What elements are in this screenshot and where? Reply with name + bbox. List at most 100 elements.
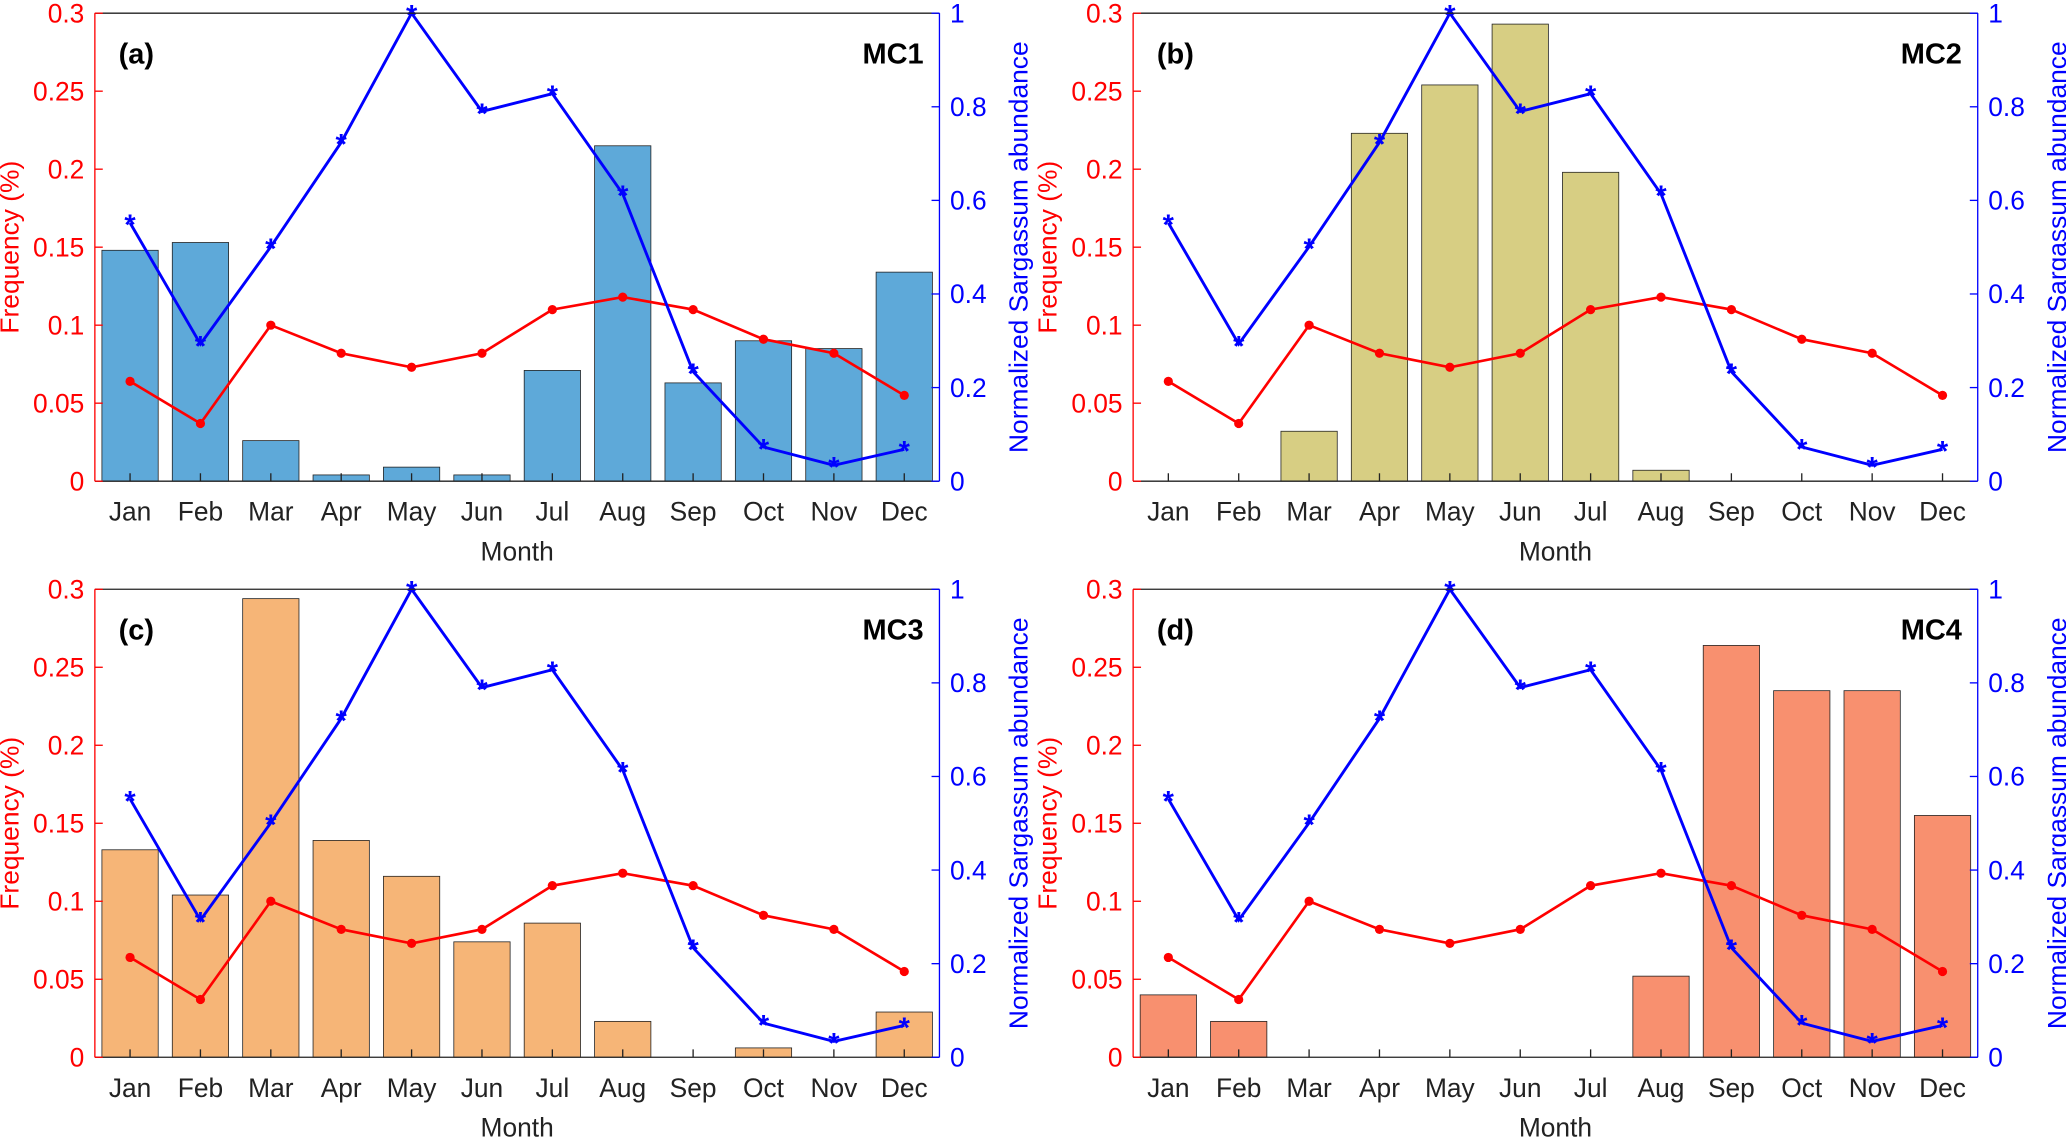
- right-tick-label: 0: [950, 466, 965, 496]
- abundance-point-Sep: *: [687, 935, 699, 967]
- left-tick-label: 0.1: [1086, 310, 1123, 340]
- left-tick-label: 0.2: [48, 730, 85, 760]
- panel-title: MC1: [862, 38, 923, 70]
- frequency-point-Aug: [618, 868, 628, 878]
- x-tick-label: Dec: [881, 1073, 928, 1103]
- left-tick-label: 0.25: [1071, 76, 1122, 106]
- frequency-point-Jul: [547, 881, 557, 891]
- panel-label: (a): [119, 38, 154, 70]
- right-tick-label: 0.6: [950, 186, 987, 216]
- abundance-point-Feb: *: [1233, 331, 1245, 363]
- frequency-point-Jun: [1515, 348, 1525, 358]
- x-tick-label: May: [1425, 497, 1476, 527]
- frequency-point-Oct: [1797, 910, 1807, 920]
- right-tick-label: 0.4: [1988, 279, 2025, 309]
- right-tick-label: 0.4: [950, 855, 987, 885]
- abundance-point-Jan: *: [1163, 786, 1175, 818]
- left-tick-label: 0.2: [1086, 730, 1123, 760]
- right-tick-label: 0.2: [950, 949, 987, 979]
- abundance-point-Mar: *: [1303, 234, 1315, 266]
- right-tick-label: 0.2: [950, 373, 987, 403]
- frequency-point-Apr: [1374, 924, 1385, 934]
- bar-Sep: [1702, 645, 1760, 1058]
- x-tick-label: May: [387, 497, 438, 527]
- abundance-point-Jun: *: [1515, 674, 1527, 706]
- abundance-point-Mar: *: [265, 810, 277, 842]
- x-tick-label: Jun: [1499, 1073, 1541, 1103]
- left-tick-label: 0: [70, 466, 85, 496]
- right-tick-label: 0.8: [1988, 668, 2025, 698]
- x-tick-label: Feb: [1216, 1073, 1261, 1103]
- abundance-line: [128, 10, 905, 467]
- bar-Sep: [664, 382, 722, 482]
- right-tick-label: 0.2: [1988, 373, 2025, 403]
- frequency-line: [129, 295, 905, 426]
- frequency-line: [1167, 871, 1944, 1002]
- x-tick-label: Mar: [1286, 497, 1332, 527]
- left-tick-label: 0.3: [1086, 0, 1123, 28]
- bar-May: [1421, 84, 1479, 482]
- abundance-point-Oct: *: [1796, 434, 1808, 466]
- bar-Aug: [1632, 975, 1690, 1058]
- right-axis-label: Normalized Sargassum abundance: [2042, 617, 2066, 1029]
- frequency-point-Jul: [1586, 881, 1596, 891]
- abundance-point-Dec: *: [899, 1012, 911, 1044]
- frequency-point-Aug: [1656, 292, 1666, 302]
- frequency-point-Feb: [195, 418, 206, 429]
- abundance-point-Feb: *: [1233, 907, 1245, 939]
- panel-title: MC2: [1901, 38, 1962, 70]
- right-tick-label: 0.6: [1988, 762, 2025, 792]
- x-tick-label: Sep: [670, 497, 717, 527]
- frequency-point-Jan: [125, 376, 135, 386]
- frequency-point-Sep: [688, 304, 698, 315]
- abundance-point-Dec: *: [1937, 436, 1949, 468]
- frequency-point-Apr: [336, 348, 346, 358]
- left-tick-label: 0.25: [1071, 652, 1122, 682]
- frequency-point-Jun: [477, 924, 487, 934]
- frequency-point-Aug: [1656, 868, 1666, 878]
- x-tick-label: Sep: [1708, 497, 1755, 527]
- left-axis-label: Frequency (%): [0, 737, 24, 910]
- abundance-point-Nov: *: [1867, 1028, 1879, 1060]
- bar-Mar: [1280, 430, 1338, 482]
- bar-Apr: [312, 840, 370, 1058]
- frequency-point-Jun: [1515, 924, 1525, 934]
- right-tick-label: 0.8: [950, 92, 987, 122]
- x-tick-label: Jan: [1147, 497, 1189, 527]
- abundance-point-Sep: *: [1726, 359, 1738, 391]
- x-axis-label: Month: [1519, 536, 1592, 566]
- x-axis-label: Month: [481, 1112, 554, 1139]
- frequency-point-Feb: [1234, 418, 1244, 429]
- left-axis-label: Frequency (%): [1033, 737, 1063, 910]
- abundance-line: [1167, 10, 1943, 467]
- x-tick-label: Aug: [1638, 497, 1685, 527]
- x-tick-label: Dec: [881, 497, 928, 527]
- frequency-point-Mar: [1304, 896, 1314, 906]
- left-tick-label: 0.25: [33, 652, 84, 682]
- abundance-point-Aug: *: [1655, 757, 1667, 789]
- frequency-point-Dec: [899, 966, 909, 977]
- abundance-point-May: *: [406, 0, 418, 32]
- right-tick-label: 0.8: [1988, 92, 2025, 122]
- x-tick-label: Jun: [1499, 497, 1541, 527]
- abundance-point-Oct: *: [1796, 1010, 1808, 1042]
- abundance-point-Feb: *: [195, 907, 207, 939]
- frequency-point-Nov: [1867, 348, 1877, 358]
- x-tick-label: Oct: [743, 1073, 785, 1103]
- abundance-point-Jul: *: [547, 657, 559, 689]
- left-tick-label: 0.05: [1071, 964, 1122, 994]
- x-tick-label: Jan: [109, 1073, 151, 1103]
- abundance-point-Nov: *: [828, 1028, 840, 1060]
- bar-Jun: [453, 941, 511, 1058]
- frequency-point-Jan: [125, 952, 135, 963]
- panel-title: MC4: [1901, 614, 1962, 646]
- abundance-point-Oct: *: [758, 1010, 770, 1042]
- bar-Jan: [101, 249, 159, 482]
- frequency-point-Sep: [1726, 304, 1736, 315]
- left-tick-label: 0.05: [33, 388, 84, 418]
- abundance-line: [128, 586, 905, 1043]
- left-tick-label: 0.05: [1071, 388, 1122, 418]
- right-tick-label: 1: [950, 574, 965, 604]
- abundance-point-May: *: [1444, 576, 1456, 608]
- abundance-point-Jul: *: [1585, 81, 1597, 113]
